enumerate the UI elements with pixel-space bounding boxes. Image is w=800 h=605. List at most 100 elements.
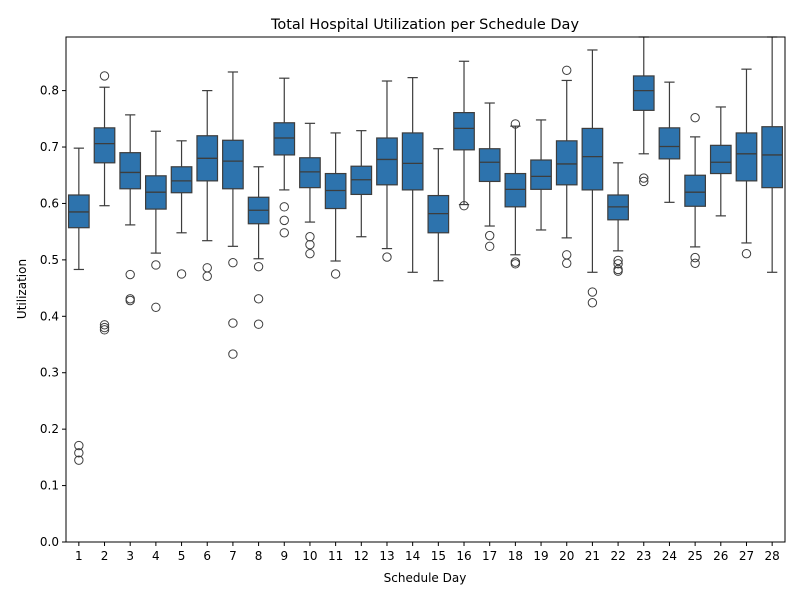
- outlier-point: [74, 440, 84, 451]
- x-tick-label: 2: [101, 549, 109, 563]
- x-tick-label: 9: [280, 549, 288, 563]
- outlier-point: [74, 448, 84, 458]
- iqr-box: [273, 122, 296, 156]
- x-tick-label: 12: [354, 549, 369, 563]
- outlier-point: [639, 176, 649, 187]
- outlier-point: [253, 261, 264, 272]
- outlier-point: [176, 269, 187, 279]
- x-tick-label: 7: [229, 549, 237, 563]
- x-tick-label: 4: [152, 549, 160, 563]
- outlier-point: [382, 252, 392, 262]
- y-tick-label: 0.1: [40, 479, 59, 493]
- outlier-point: [279, 202, 289, 212]
- x-tick-label: 1: [75, 549, 83, 563]
- outlier-point: [459, 201, 469, 211]
- outlier-point: [125, 269, 135, 280]
- outlier-point: [510, 119, 521, 129]
- iqr-box: [735, 132, 758, 182]
- axes-frame: [65, 36, 786, 543]
- x-tick-label: 24: [662, 549, 677, 563]
- outlier-point: [484, 241, 495, 252]
- iqr-box: [299, 157, 321, 189]
- iqr-box: [632, 75, 655, 111]
- iqr-box: [761, 126, 784, 189]
- outlier-point: [613, 259, 623, 269]
- iqr-box: [376, 137, 398, 186]
- y-tick-label: 0.5: [40, 253, 59, 267]
- outlier-point: [587, 287, 598, 297]
- iqr-box: [581, 127, 604, 191]
- outlier-point: [562, 65, 572, 75]
- outlier-point: [74, 455, 84, 465]
- outlier-point: [587, 298, 598, 308]
- x-tick-label: 23: [636, 549, 651, 563]
- iqr-box: [453, 112, 475, 151]
- x-tick-label: 21: [585, 549, 600, 563]
- iqr-box: [401, 132, 424, 191]
- iqr-box: [684, 174, 706, 207]
- outlier-point: [279, 215, 289, 226]
- outlier-point: [99, 320, 110, 330]
- x-tick-label: 5: [178, 549, 186, 563]
- y-tick-label: 0.7: [40, 140, 59, 154]
- iqr-box: [555, 140, 578, 186]
- y-tick-label: 0.8: [40, 84, 59, 98]
- plot-area: 0.00.10.20.30.40.50.60.70.81 2 3 4 5 6 7 8 9 10 11…: [40, 36, 786, 563]
- outlier-point: [562, 258, 572, 268]
- y-tick-label: 0.4: [40, 309, 59, 323]
- outlier-point: [690, 258, 700, 268]
- x-tick-label: 3: [126, 549, 134, 563]
- x-tick-label: 18: [508, 549, 523, 563]
- outlier-point: [330, 269, 341, 279]
- iqr-box: [93, 127, 116, 164]
- outlier-point: [228, 318, 238, 328]
- iqr-box: [170, 166, 193, 194]
- y-tick-label: 0.2: [40, 422, 59, 436]
- outlier-point: [690, 112, 700, 123]
- outlier-point: [228, 349, 238, 359]
- outlier-point: [253, 319, 264, 329]
- x-tick-label: 20: [559, 549, 574, 563]
- iqr-box: [530, 159, 552, 190]
- x-tick-label: 15: [431, 549, 446, 563]
- outlier-point: [741, 248, 752, 259]
- outlier-point: [125, 295, 135, 306]
- outlier-point: [484, 230, 495, 241]
- outlier-point: [202, 263, 212, 273]
- outlier-point: [613, 266, 623, 276]
- x-tick-label: 13: [379, 549, 394, 563]
- outlier-point: [202, 271, 212, 281]
- outlier-point: [639, 173, 649, 183]
- outlier-point: [253, 294, 264, 304]
- x-tick-label: 27: [739, 549, 754, 563]
- chart-title: Total Hospital Utilization per Schedule …: [270, 17, 579, 33]
- iqr-box: [658, 127, 681, 160]
- x-tick-label: 11: [328, 549, 343, 563]
- y-tick-label: 0.6: [40, 196, 59, 210]
- x-tick-label: 26: [713, 549, 728, 563]
- outlier-point: [151, 302, 161, 312]
- x-tick-label: 6: [203, 549, 211, 563]
- x-tick-label: 14: [405, 549, 420, 563]
- iqr-box: [709, 144, 732, 175]
- x-tick-label: 28: [765, 549, 780, 563]
- y-axis-label: Utilization: [15, 259, 29, 319]
- x-tick-label: 19: [533, 549, 548, 563]
- outlier-point: [613, 255, 623, 266]
- y-tick-label: 0.0: [40, 535, 59, 549]
- x-tick-label: 22: [610, 549, 625, 563]
- outlier-point: [305, 239, 315, 250]
- outlier-point: [99, 322, 110, 333]
- x-tick-label: 10: [302, 549, 317, 563]
- outlier-point: [228, 257, 238, 268]
- outlier-point: [562, 250, 572, 260]
- iqr-box: [119, 152, 142, 190]
- iqr-box: [222, 139, 244, 190]
- x-tick-label: 25: [687, 549, 702, 563]
- outlier-point: [151, 260, 161, 270]
- outlier-point: [305, 248, 315, 259]
- outlier-point: [99, 71, 110, 81]
- x-axis-label: Schedule Day: [384, 571, 467, 585]
